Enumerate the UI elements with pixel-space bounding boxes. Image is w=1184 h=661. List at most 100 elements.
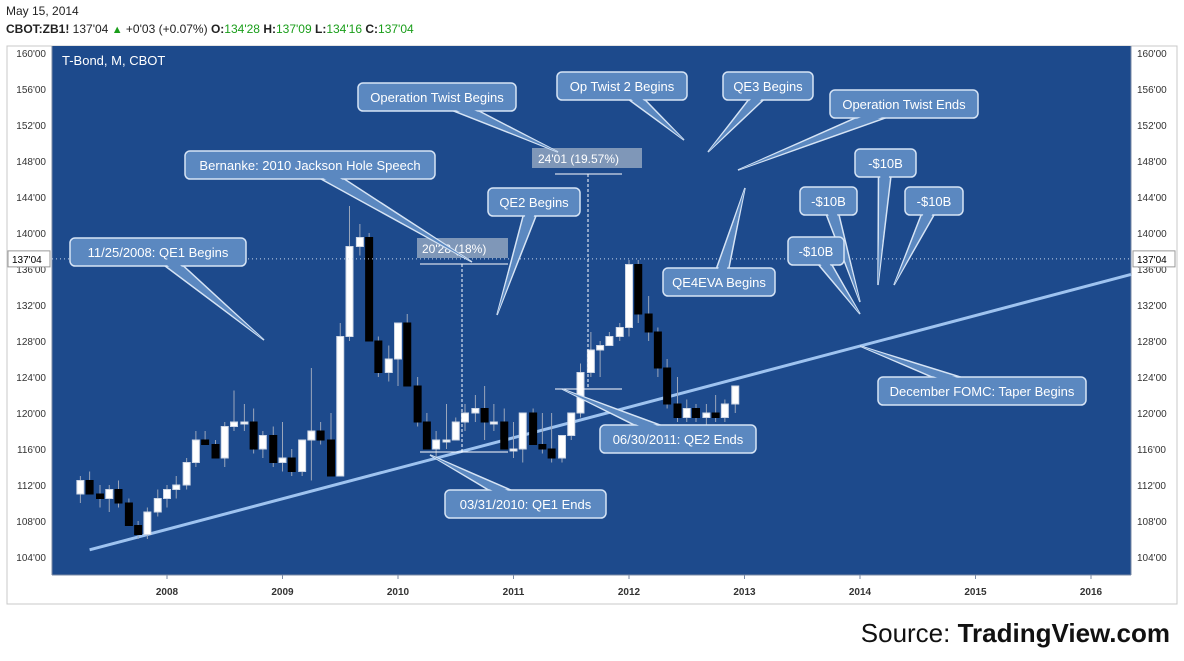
callout-label: 06/30/2011: QE2 Ends (613, 432, 744, 447)
y-tick-right: 108'00 (1137, 517, 1167, 528)
candle-up (153, 498, 162, 513)
callout-box-fill (71, 239, 245, 265)
y-tick-left: 140'00 (16, 229, 46, 240)
y-tick-left: 108'00 (16, 517, 46, 528)
callout-label: -$10B (799, 244, 834, 259)
callout-label: December FOMC: Taper Begins (890, 384, 1075, 399)
price-tag-left (7, 250, 51, 268)
candle-down (365, 237, 374, 342)
candle-up (172, 484, 181, 490)
measure-label-bg-2 (532, 148, 642, 168)
y-tick-right: 156'00 (1137, 85, 1167, 96)
open-label: O: (210, 22, 225, 36)
low-label: L: (315, 22, 327, 36)
quote-line: CBOT:ZB1! 137'04 ▲ +0'03 (+0.07%) O:134'… (6, 22, 414, 36)
candle-down (500, 421, 509, 450)
candle-up (220, 426, 229, 459)
callout-box-fill (856, 150, 915, 176)
chart-title: T-Bond, M, CBOT (62, 53, 165, 68)
candle-up (682, 408, 691, 418)
callout-box-fill (831, 91, 977, 117)
candle-down (538, 444, 547, 450)
candle-up (307, 430, 316, 441)
candle-up (298, 439, 307, 472)
callout-pointer-fill (154, 248, 264, 340)
y-tick-right: 140'00 (1137, 229, 1167, 240)
candle-up (625, 264, 633, 328)
candle-down (547, 448, 556, 459)
candle-up (143, 511, 152, 535)
candle-down (269, 435, 278, 463)
callout-box-fill (359, 84, 515, 110)
x-tick-label: 2013 (733, 587, 756, 598)
candle-up (442, 439, 451, 443)
y-tick-left: 156'00 (16, 85, 46, 96)
callout-label: Op Twist 2 Begins (570, 79, 675, 94)
callout-box-fill (446, 491, 605, 517)
candle-down (134, 525, 143, 535)
candle-up (518, 412, 527, 450)
candle-down (316, 430, 325, 441)
candle-up (576, 372, 585, 414)
candle-down (374, 340, 383, 373)
callout-label: QE3 Begins (733, 79, 803, 94)
y-tick-left: 148'00 (16, 157, 46, 168)
y-tick-right: 128'00 (1137, 337, 1167, 348)
callout-pointer-fill (307, 160, 472, 262)
candle-up (163, 489, 171, 499)
x-tick-label: 2016 (1080, 587, 1103, 598)
x-tick-label: 2010 (387, 587, 410, 598)
candle-up (615, 327, 624, 337)
candle-up (229, 421, 238, 427)
up-arrow-icon: ▲ (111, 24, 123, 36)
callout-box-fill (906, 188, 962, 214)
candle-up (345, 246, 354, 337)
callout-label: QE2 Begins (499, 195, 569, 210)
candle-up (278, 457, 287, 463)
callout-pointer-fill (738, 99, 906, 170)
y-tick-left: 124'00 (16, 373, 46, 384)
candle-down (403, 322, 412, 387)
candle-up (105, 489, 114, 499)
candle-up (731, 385, 740, 405)
chart-date: May 15, 2014 (6, 4, 79, 18)
callout-pointer-fill (714, 188, 745, 284)
candle-down (413, 385, 422, 423)
y-tick-right: 144'00 (1137, 193, 1167, 204)
last-price: 137'04 (72, 22, 109, 36)
callout-label: 03/31/2010: QE1 Ends (460, 497, 592, 512)
y-tick-right: 160'00 (1137, 49, 1167, 60)
x-tick-label: 2009 (271, 587, 294, 598)
close-value: 137'04 (378, 22, 414, 36)
measure-label-1: 20'28 (18%) (422, 242, 486, 256)
candle-down (422, 421, 431, 450)
candle-down (711, 412, 720, 418)
candle-up (460, 412, 469, 423)
candle-up (702, 412, 711, 418)
candle-up (558, 435, 567, 459)
callout-box-fill (186, 152, 434, 178)
candle-down (653, 331, 662, 369)
y-tick-right: 132'00 (1137, 301, 1167, 312)
candle-down (691, 408, 700, 418)
callout-pointer-fill (878, 162, 891, 285)
candle-up (451, 421, 460, 441)
source-prefix: Source: (860, 618, 958, 648)
candle-down (673, 403, 682, 418)
y-tick-left: 112'00 (17, 481, 46, 492)
candle-down (85, 480, 94, 495)
symbol: CBOT:ZB1! (6, 22, 70, 36)
candle-down (663, 367, 672, 405)
candle-down (287, 457, 296, 472)
candle-up (182, 462, 191, 486)
candle-down (480, 408, 489, 423)
candle-down (249, 421, 258, 450)
candle-up (384, 358, 393, 373)
y-tick-right: 124'00 (1137, 373, 1167, 384)
x-tick-label: 2008 (156, 587, 179, 598)
candle-up (720, 403, 729, 418)
candle-down (211, 444, 220, 459)
candle-up (336, 336, 345, 477)
callout-box-fill (664, 269, 774, 295)
